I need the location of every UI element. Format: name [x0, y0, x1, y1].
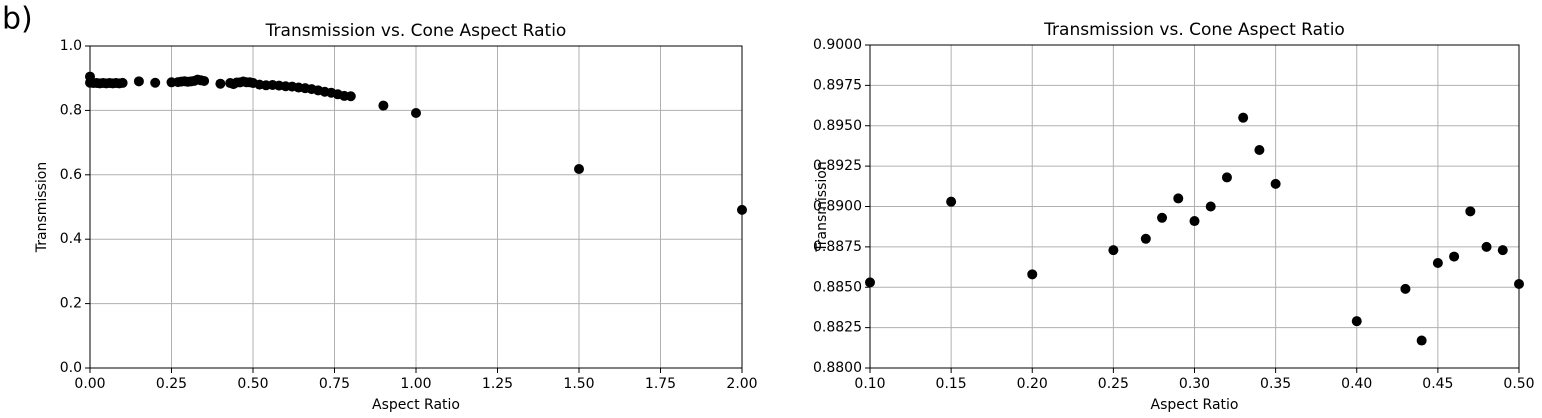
- point: [1238, 112, 1249, 123]
- point: [215, 78, 226, 89]
- point: [1173, 193, 1184, 204]
- x-tick-label: 0.35: [1260, 376, 1291, 392]
- x-tick-label: 0.30: [1179, 376, 1210, 392]
- point: [1400, 283, 1411, 294]
- y-tick-label: 0.4: [60, 231, 82, 247]
- point: [737, 204, 747, 215]
- x-tick-label: 0.50: [1503, 376, 1534, 392]
- x-tick-label: 0.50: [237, 376, 268, 392]
- point: [411, 107, 421, 118]
- point: [117, 77, 128, 88]
- x-tick-label: 1.00: [400, 376, 431, 392]
- x-axis-label: Aspect Ratio: [1151, 397, 1239, 413]
- point: [946, 196, 957, 207]
- point: [1108, 245, 1119, 256]
- y-tick-label: 0.9000: [813, 37, 862, 53]
- x-tick-label: 2.00: [726, 376, 757, 392]
- x-tick-label: 1.75: [645, 376, 676, 392]
- y-tick-label: 0.8925: [813, 158, 862, 174]
- y-tick-label: 0.8: [60, 102, 82, 118]
- y-tick-label: 0.8875: [813, 239, 862, 255]
- y-tick-label: 1.0: [60, 38, 82, 54]
- point: [199, 75, 210, 86]
- y-tick-label: 0.0: [60, 360, 82, 376]
- point: [1416, 335, 1427, 346]
- panel-label: b): [2, 2, 33, 37]
- point: [574, 164, 584, 175]
- point: [1205, 201, 1216, 212]
- point: [1432, 258, 1443, 269]
- y-tick-label: 0.8975: [813, 77, 862, 93]
- point: [1189, 216, 1200, 227]
- x-tick-label: 0.00: [74, 376, 105, 392]
- point: [1221, 172, 1232, 183]
- x-tick-label: 0.15: [936, 376, 967, 392]
- plot-frame: [869, 44, 1520, 369]
- point: [1027, 269, 1038, 280]
- point: [1157, 212, 1168, 223]
- x-tick-label: 1.25: [482, 376, 513, 392]
- point: [1481, 241, 1492, 252]
- point: [345, 91, 356, 102]
- x-tick-label: 0.25: [1098, 376, 1129, 392]
- y-axis-label: Transmission: [814, 161, 830, 252]
- x-tick-label: 1.50: [563, 376, 594, 392]
- x-tick-label: 0.20: [1017, 376, 1048, 392]
- point: [1254, 144, 1265, 155]
- point: [150, 77, 161, 88]
- y-tick-label: 0.8850: [813, 279, 862, 295]
- y-tick-label: 0.6: [60, 167, 82, 183]
- x-axis-label: Aspect Ratio: [372, 397, 460, 413]
- y-tick-label: 0.8800: [813, 360, 862, 376]
- y-tick-label: 0.8825: [813, 320, 862, 336]
- y-tick-label: 0.2: [60, 296, 82, 312]
- point: [1449, 251, 1460, 262]
- x-tick-label: 0.40: [1341, 376, 1372, 392]
- point: [378, 100, 389, 111]
- point: [1351, 316, 1362, 327]
- point: [1465, 206, 1476, 217]
- y-axis-label: Transmission: [34, 162, 50, 253]
- point: [133, 76, 144, 87]
- point: [1140, 233, 1151, 244]
- point: [1514, 279, 1524, 290]
- x-tick-label: 0.25: [156, 376, 187, 392]
- chart-title: Transmission vs. Cone Aspect Ratio: [265, 21, 567, 41]
- point: [1497, 245, 1508, 256]
- x-tick-label: 0.10: [854, 376, 885, 392]
- point: [865, 277, 875, 288]
- chart-title: Transmission vs. Cone Aspect Ratio: [1043, 20, 1345, 40]
- x-tick-label: 0.75: [319, 376, 350, 392]
- y-tick-label: 0.8900: [813, 199, 862, 215]
- point: [1270, 178, 1281, 189]
- x-tick-label: 0.45: [1422, 376, 1453, 392]
- y-tick-label: 0.8950: [813, 118, 862, 134]
